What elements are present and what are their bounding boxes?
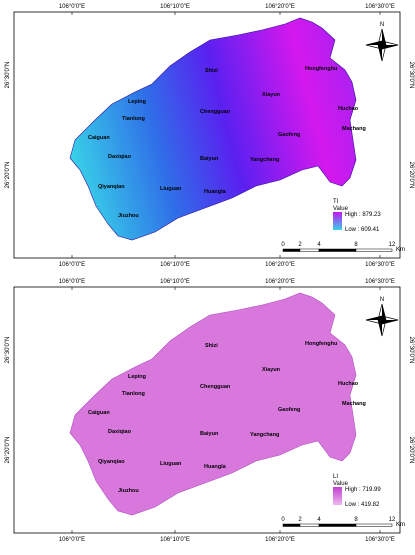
scale-segment: [299, 523, 320, 527]
place-label: Caiguan: [88, 410, 110, 416]
legend-low: Low : 419.82: [345, 502, 380, 508]
scale-label: 8: [354, 242, 358, 248]
place-label: Huangla: [204, 189, 227, 195]
scale-label: 12: [389, 242, 396, 248]
north-arrow: N: [365, 22, 399, 62]
place-label: Gaofeng: [278, 407, 300, 413]
place-label: Jiuzhou: [118, 213, 139, 219]
region-shape: [69, 17, 357, 241]
legend-ramp: [333, 487, 342, 505]
place-label: Chengguan: [200, 384, 231, 390]
scale-segment: [318, 248, 357, 252]
place-label: Liuguan: [160, 461, 182, 467]
scale-segment: [299, 248, 320, 252]
scale-label: 2: [298, 517, 302, 523]
scale-segment: [282, 523, 301, 527]
place-label: Daxiqiao: [108, 429, 132, 435]
arrow-shape: [366, 304, 398, 336]
legend-title: LI: [333, 474, 338, 480]
place-label: Daxiqiao: [108, 154, 132, 160]
place-label: Qiyanqiao: [98, 459, 125, 465]
longitude-label: 106°30'0"E: [365, 262, 395, 268]
legend-ramp: [333, 212, 342, 230]
place-label: Liuguan: [160, 186, 182, 192]
scale-label: 4: [317, 517, 321, 523]
latitude-label: 26°30'0"N: [408, 62, 414, 89]
scale-label: 12: [389, 517, 396, 523]
longitude-label: 106°20'0"E: [265, 279, 295, 285]
longitude-label: 106°10'0"E: [160, 262, 190, 268]
scale-label: 2: [298, 242, 302, 248]
longitude-label: 106°0'0"E: [59, 4, 85, 10]
longitude-label: 106°0'0"E: [59, 279, 85, 285]
longitude-label: 106°0'0"E: [59, 262, 85, 268]
latitude-label: 26°20'0"N: [5, 162, 11, 189]
place-label: Baiyun: [200, 156, 219, 162]
legend-high: High : 879.23: [345, 212, 381, 218]
longitude-label: 106°30'0"E: [365, 537, 395, 543]
map-panel: 106°0'0"E 106°0'0"E 106°10'0"E 106°10'0"E 10…: [5, 279, 414, 543]
latitude-label: 26°30'0"N: [5, 62, 11, 89]
place-label: Shizi: [205, 68, 218, 74]
place-label: Jiuzhou: [118, 488, 139, 494]
place-label: Yangchang: [250, 157, 279, 163]
place-label: Xiayun: [262, 92, 281, 98]
legend-high: High : 719.99: [345, 487, 381, 493]
region-shape: [69, 292, 357, 516]
place-label: Leping: [128, 99, 146, 105]
place-label: Tianlong: [122, 116, 145, 122]
longitude-label: 106°30'0"E: [365, 4, 395, 10]
place-label: Hongfenghu: [305, 341, 337, 347]
longitude-label: 106°20'0"E: [265, 537, 295, 543]
latitude-label: 26°30'0"N: [408, 337, 414, 364]
place-label: Shizi: [205, 343, 218, 349]
north-arrow: N: [365, 297, 399, 337]
place-label: Tianlong: [122, 391, 145, 397]
place-label: Huchao: [338, 106, 359, 112]
place-label: Machang: [342, 401, 366, 407]
north-label: N: [380, 22, 384, 28]
longitude-label: 106°20'0"E: [265, 262, 295, 268]
latitude-label: 26°20'0"N: [408, 162, 414, 189]
place-label: Baiyun: [200, 431, 219, 437]
place-label: Caiguan: [88, 135, 110, 141]
scale-unit: Km: [396, 522, 405, 528]
latitude-label: 26°30'0"N: [5, 337, 11, 364]
place-label: Chengguan: [200, 109, 231, 115]
legend-low: Low : 609.41: [345, 227, 380, 233]
place-label: Xiayun: [262, 367, 281, 373]
legend-title: TI: [333, 199, 339, 205]
place-label: Huchao: [338, 381, 359, 387]
north-label: N: [380, 297, 384, 303]
place-label: Gaofeng: [278, 132, 300, 138]
map-panel: 106°0'0"E 106°0'0"E 106°10'0"E 106°10'0"E 10…: [5, 4, 414, 268]
legend-subtitle: Value: [333, 481, 349, 487]
scale-segment: [318, 523, 357, 527]
place-label: Machang: [342, 126, 366, 132]
place-label: Qiyanqiao: [98, 184, 125, 190]
longitude-label: 106°10'0"E: [160, 537, 190, 543]
longitude-label: 106°30'0"E: [365, 279, 395, 285]
scale-label: 4: [317, 242, 321, 248]
latitude-label: 26°20'0"N: [408, 437, 414, 464]
scale-label: 0: [281, 517, 285, 523]
place-label: Huangla: [204, 464, 227, 470]
longitude-label: 106°10'0"E: [160, 4, 190, 10]
place-label: Hongfenghu: [305, 66, 337, 72]
scale-label: 8: [354, 517, 358, 523]
legend-subtitle: Value: [333, 206, 349, 212]
scale-label: 0: [281, 242, 285, 248]
latitude-label: 26°20'0"N: [5, 437, 11, 464]
longitude-label: 106°10'0"E: [160, 279, 190, 285]
scale-segment: [282, 248, 301, 252]
place-label: Leping: [128, 374, 146, 380]
longitude-label: 106°20'0"E: [265, 4, 295, 10]
scale-segment: [355, 248, 393, 252]
scale-segment: [355, 523, 393, 527]
scale-unit: Km: [396, 247, 405, 253]
arrow-shape: [366, 29, 398, 61]
longitude-label: 106°0'0"E: [59, 537, 85, 543]
place-label: Yangchang: [250, 432, 279, 438]
